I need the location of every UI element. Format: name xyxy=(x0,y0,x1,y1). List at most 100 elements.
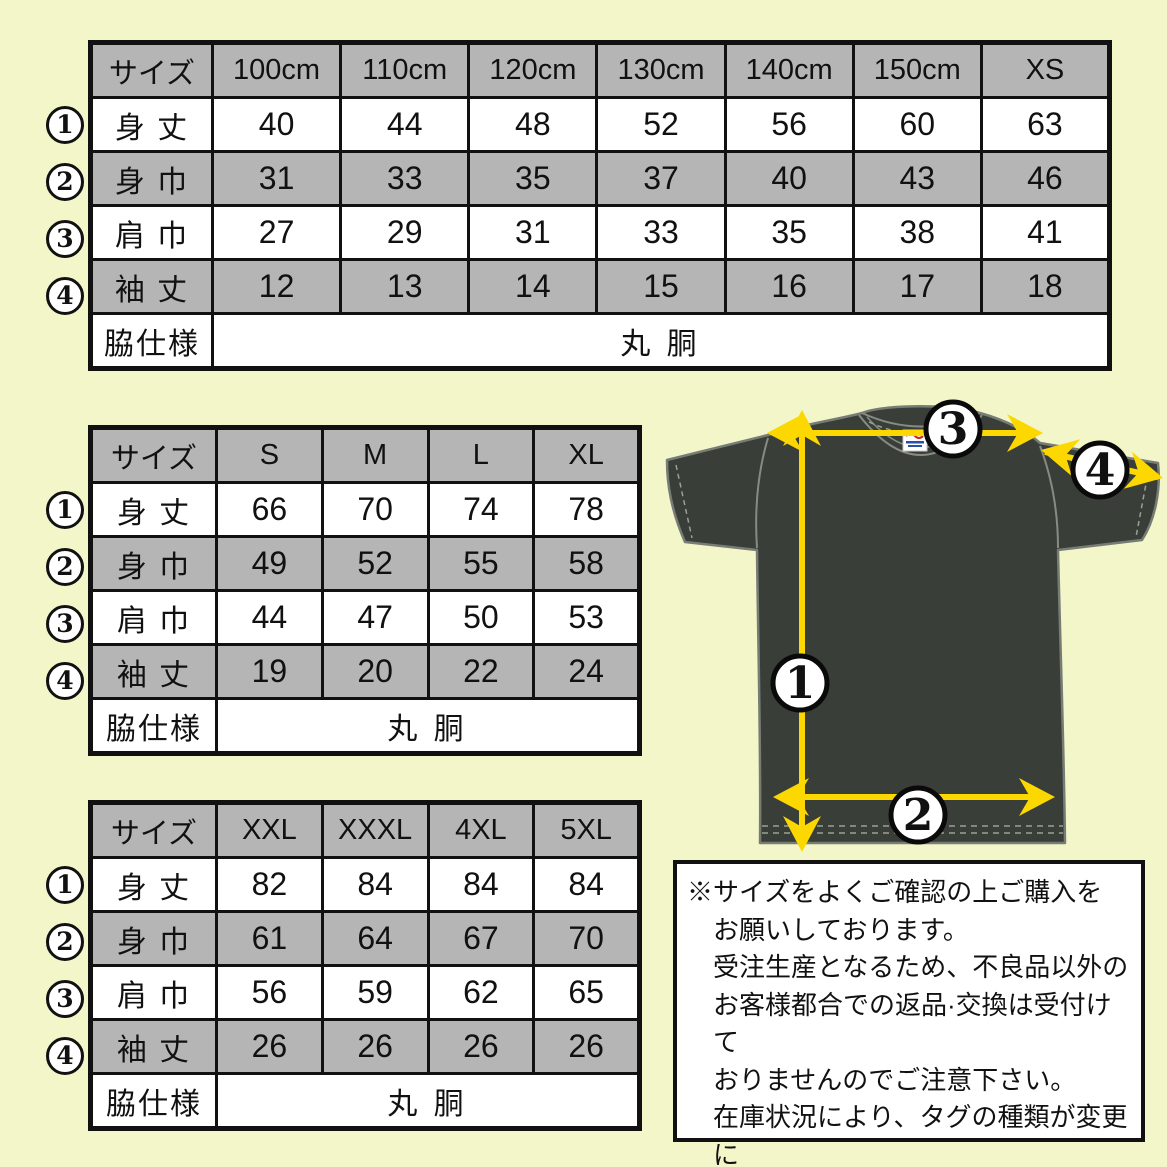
measure-label-cell: 肩 巾 xyxy=(89,204,214,261)
header-cell: M xyxy=(320,426,430,484)
side-spec-label-cell: 脇仕様 xyxy=(89,312,214,370)
value-cell: 14 xyxy=(467,258,599,315)
value-cell: 33 xyxy=(595,204,727,261)
table-row: 袖 丈 12 13 14 15 16 17 18 xyxy=(89,258,1112,315)
value-cell: 26 xyxy=(320,1018,430,1075)
table-row: 袖 丈 19 20 22 24 xyxy=(89,643,641,700)
measure-label-cell: 身 巾 xyxy=(89,535,218,592)
table-row: 身 丈 82 84 84 84 xyxy=(89,856,641,913)
notice-line: 在庫状況により、タグの種類が変更に xyxy=(713,1102,1128,1167)
value-cell: 84 xyxy=(320,856,430,913)
value-cell: 62 xyxy=(426,964,536,1021)
collar-stitch xyxy=(868,421,974,435)
table-row: 身 丈 40 44 48 52 56 60 63 xyxy=(89,96,1112,153)
diagram-number-1: 1 xyxy=(785,658,816,709)
table-row: 肩 巾 44 47 50 53 xyxy=(89,589,641,646)
value-cell: 67 xyxy=(426,910,536,967)
value-cell: 63 xyxy=(979,96,1112,153)
value-cell: 59 xyxy=(320,964,430,1021)
measure-label-cell: 袖 丈 xyxy=(89,258,214,315)
table-row: 身 巾 61 64 67 70 xyxy=(89,910,641,967)
value-cell: 26 xyxy=(215,1018,324,1075)
left-cuff-stitch xyxy=(675,464,693,539)
value-cell: 46 xyxy=(979,150,1112,207)
value-cell: 12 xyxy=(210,258,343,315)
value-cell: 13 xyxy=(339,258,471,315)
value-cell: 61 xyxy=(215,910,324,967)
table-row: 袖 丈 26 26 26 26 xyxy=(89,1018,641,1075)
header-cell: XS xyxy=(979,41,1112,99)
tshirt-body xyxy=(665,405,1160,845)
notice-line: お客様都合での返品·交換は受付けて xyxy=(713,989,1112,1058)
header-cell: XXL xyxy=(215,801,324,859)
diagram-number-3: 3 xyxy=(938,404,969,455)
header-cell: XXXL xyxy=(320,801,430,859)
table-row: 肩 巾 56 59 62 65 xyxy=(89,964,641,1021)
value-cell: 22 xyxy=(426,643,536,700)
header-cell: サイズ xyxy=(89,41,214,99)
value-cell: 20 xyxy=(320,643,430,700)
side-spec-value-cell: 丸 胴 xyxy=(215,697,641,755)
measure-number-1: 1 xyxy=(46,106,84,144)
header-cell: L xyxy=(426,426,536,484)
header-cell: XL xyxy=(532,426,641,484)
notice-line: 受注生産となるため、不良品以外の xyxy=(713,952,1129,982)
measure-number-2: 2 xyxy=(46,163,84,201)
measure-number-3: 3 xyxy=(46,605,84,643)
side-spec-label-cell: 脇仕様 xyxy=(89,697,218,755)
measure-label-cell: 袖 丈 xyxy=(89,1018,218,1075)
table-header-row: サイズ S M L XL xyxy=(89,426,641,484)
value-cell: 70 xyxy=(532,910,641,967)
size-table-block-big: 1 2 3 4 サイズ XXL XXXL 4XL 5XL 身 丈 82 84 8… xyxy=(30,800,642,1131)
table-row: 身 巾 49 52 55 58 xyxy=(89,535,641,592)
measure-number-2: 2 xyxy=(46,923,84,961)
notice-line: ※サイズをよくご確認の上ご購入を xyxy=(687,877,1103,907)
measure-label-cell: 袖 丈 xyxy=(89,643,218,700)
diagram-number-2: 2 xyxy=(903,790,934,841)
measure-number-3: 3 xyxy=(46,220,84,258)
value-cell: 31 xyxy=(467,204,599,261)
table-footer-row: 脇仕様 丸 胴 xyxy=(89,697,641,755)
value-cell: 60 xyxy=(851,96,983,153)
header-cell: S xyxy=(215,426,324,484)
table-header-row: サイズ 100cm 110cm 120cm 130cm 140cm 150cm … xyxy=(89,41,1112,99)
value-cell: 55 xyxy=(426,535,536,592)
header-cell: 120cm xyxy=(467,41,599,99)
value-cell: 44 xyxy=(339,96,471,153)
value-cell: 56 xyxy=(723,96,855,153)
value-cell: 26 xyxy=(532,1018,641,1075)
header-cell: 150cm xyxy=(851,41,983,99)
size-table-block-adult: 1 2 3 4 サイズ S M L XL 身 丈 66 70 74 78 身 巾… xyxy=(30,425,642,756)
value-cell: 15 xyxy=(595,258,727,315)
value-cell: 52 xyxy=(320,535,430,592)
value-cell: 26 xyxy=(426,1018,536,1075)
measure-label-cell: 身 丈 xyxy=(89,481,218,538)
purchase-notice-box: ※サイズをよくご確認の上ご購入を お願いしております。 受注生産となるため、不良… xyxy=(673,860,1145,1167)
table-row: 身 丈 66 70 74 78 xyxy=(89,481,641,538)
header-cell: サイズ xyxy=(89,801,218,859)
table-row: 肩 巾 27 29 31 33 35 38 41 xyxy=(89,204,1112,261)
value-cell: 27 xyxy=(210,204,343,261)
measure-label-cell: 身 丈 xyxy=(89,856,218,913)
value-cell: 82 xyxy=(215,856,324,913)
measure-number-2: 2 xyxy=(46,548,84,586)
value-cell: 43 xyxy=(851,150,983,207)
value-cell: 18 xyxy=(979,258,1112,315)
measure-number-4: 4 xyxy=(46,662,84,700)
measure-number-4: 4 xyxy=(46,1037,84,1075)
value-cell: 65 xyxy=(532,964,641,1021)
measure-label-cell: 身 巾 xyxy=(89,910,218,967)
value-cell: 44 xyxy=(215,589,324,646)
value-cell: 64 xyxy=(320,910,430,967)
right-armhole-seam xyxy=(1039,445,1059,549)
notice-line: おりませんのでご注意下さい。 xyxy=(713,1064,1077,1095)
diagram-measure-circles: 1 2 3 4 xyxy=(770,399,1130,845)
table-footer-row: 脇仕様 丸 胴 xyxy=(89,312,1111,370)
value-cell: 35 xyxy=(467,150,599,207)
header-cell: 4XL xyxy=(426,801,536,859)
left-armhole-seam xyxy=(755,437,769,549)
value-cell: 40 xyxy=(723,150,855,207)
measure-label-cell: 身 丈 xyxy=(89,96,214,153)
size-table-big: サイズ XXL XXXL 4XL 5XL 身 丈 82 84 84 84 身 巾… xyxy=(88,800,642,1131)
